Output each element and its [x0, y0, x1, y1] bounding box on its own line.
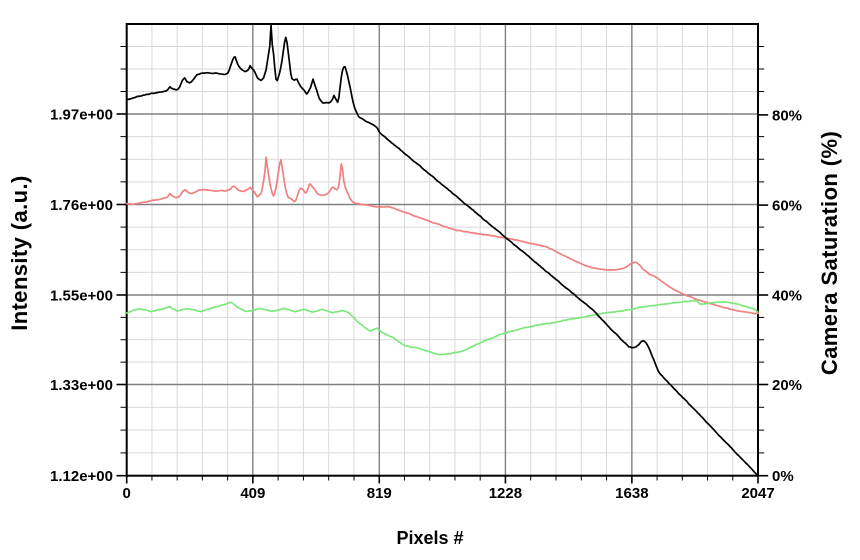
svg-text:1.76e+00: 1.76e+00 — [50, 197, 113, 214]
svg-text:60%: 60% — [772, 198, 802, 215]
svg-text:1.12e+00: 1.12e+00 — [50, 468, 113, 485]
svg-text:409: 409 — [240, 485, 265, 502]
svg-text:0: 0 — [123, 485, 131, 502]
svg-text:1.33e+00: 1.33e+00 — [50, 377, 113, 394]
svg-text:2047: 2047 — [741, 485, 774, 502]
svg-text:20%: 20% — [772, 377, 802, 394]
svg-text:819: 819 — [367, 485, 392, 502]
svg-text:1.97e+00: 1.97e+00 — [50, 107, 113, 124]
svg-text:1228: 1228 — [489, 485, 522, 502]
svg-text:1638: 1638 — [615, 485, 648, 502]
svg-text:40%: 40% — [772, 288, 802, 305]
svg-text:1.55e+00: 1.55e+00 — [50, 288, 113, 305]
svg-text:0%: 0% — [772, 468, 794, 485]
svg-text:80%: 80% — [772, 107, 802, 124]
